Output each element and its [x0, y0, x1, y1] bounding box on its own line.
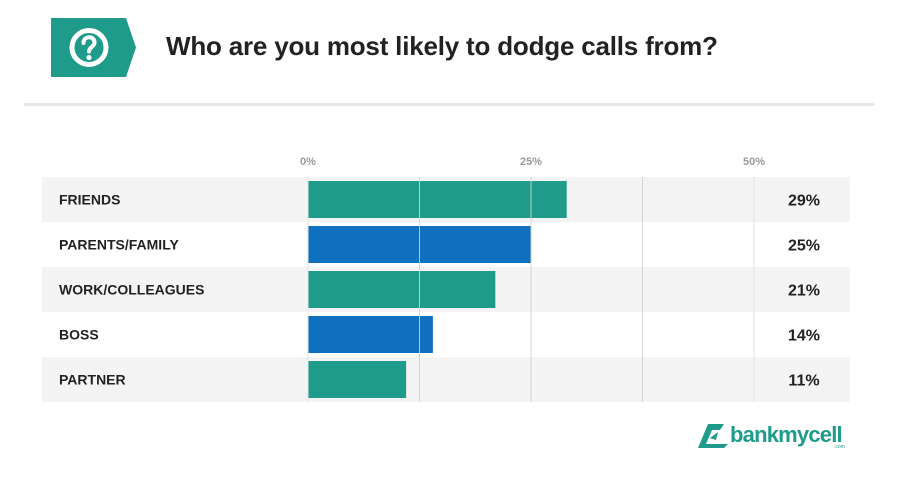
value-label: 25% [788, 238, 820, 255]
bar [308, 316, 433, 353]
question-icon [69, 28, 109, 67]
category-label: FRIENDS [59, 192, 120, 208]
bar [308, 181, 567, 218]
row-background [42, 312, 850, 357]
header-badge [51, 18, 136, 77]
category-label: PARENTS/FAMILY [59, 237, 179, 253]
tick-label: 50% [743, 156, 765, 168]
logo-sub: .com [834, 444, 845, 450]
value-label: 14% [788, 328, 820, 345]
bankmycell-logo: bankmycell .com [694, 418, 854, 454]
category-label: PARTNER [59, 372, 126, 388]
row-background [42, 357, 850, 402]
logo-text: bankmycell [730, 422, 843, 447]
tick-label: 25% [520, 156, 542, 168]
bankmycell-logo-icon [698, 424, 728, 448]
header-divider [24, 103, 874, 106]
value-label: 29% [788, 193, 820, 210]
category-label: WORK/COLLEAGUES [59, 282, 204, 298]
bar [308, 361, 407, 398]
tick-label: 0% [300, 156, 316, 168]
page-title: Who are you most likely to dodge calls f… [166, 31, 718, 61]
value-label: 11% [788, 373, 819, 390]
bar [308, 271, 496, 308]
value-label: 21% [788, 283, 820, 300]
category-label: BOSS [59, 327, 99, 343]
